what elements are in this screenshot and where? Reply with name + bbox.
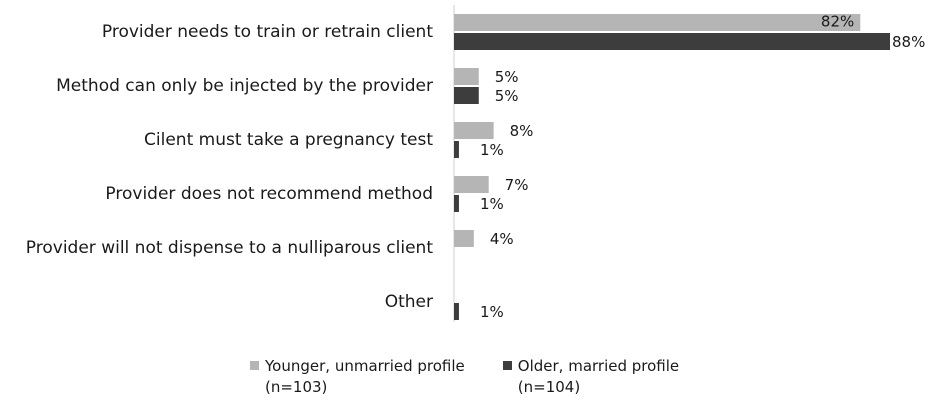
category-label: Provider will not dispense to a nullipar… [26,238,434,258]
category-label: Provider does not recommend method [105,184,433,204]
bar-younger [454,14,861,31]
legend-label-older: Older, married profile (n=104) [517,357,680,396]
legend-swatch-older [502,361,512,370]
bar-younger [454,68,479,85]
value-labels: 82%88%5%5%8%1%7%1%4%1% [480,13,925,322]
category-label: Method can only be injected by the provi… [56,76,433,96]
value-label: 5% [495,68,519,86]
value-label: 5% [495,87,519,105]
bars [454,14,890,320]
value-label: 4% [490,230,514,248]
legend: Younger, unmarried profile (n=103) Older… [250,356,679,398]
bar-older [454,303,459,320]
bar-older [454,141,459,158]
bar-younger [454,176,489,193]
value-label: 1% [480,141,504,159]
value-label: 7% [505,176,529,194]
value-label: 8% [510,122,534,140]
value-label: 1% [480,195,504,213]
bar-older [454,87,479,104]
legend-item-older: Older, married profile (n=104) [502,356,680,398]
legend-item-younger: Younger, unmarried profile (n=103) [250,356,465,398]
bar-older [454,33,890,50]
bar-younger [454,230,474,247]
legend-swatch-younger [250,361,259,370]
value-label: 82% [821,13,854,31]
bar-younger [454,122,494,139]
category-labels: Provider needs to train or retrain clien… [26,22,434,312]
category-label: Provider needs to train or retrain clien… [102,22,433,42]
value-label: 1% [480,303,504,321]
value-label: 88% [892,33,925,51]
category-label: Cilent must take a pregnancy test [144,130,433,150]
bar-older [454,195,459,212]
legend-label-younger: Younger, unmarried profile (n=103) [265,357,465,396]
category-label: Other [385,292,433,312]
